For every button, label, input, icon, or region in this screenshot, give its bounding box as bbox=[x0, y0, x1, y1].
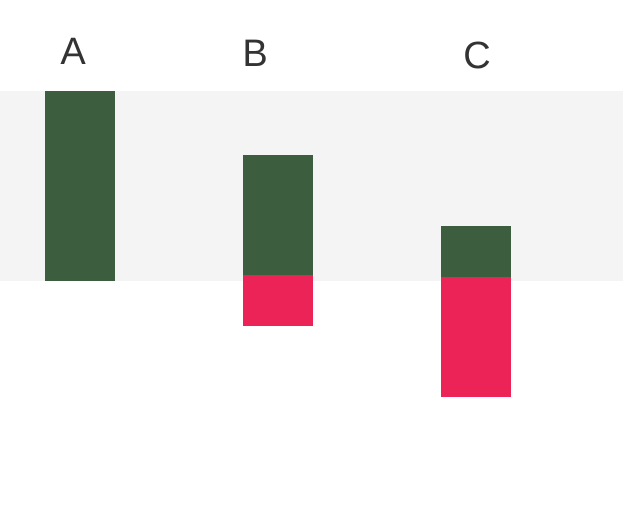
column-a-green-segment bbox=[45, 91, 115, 281]
column-label-a: A bbox=[60, 31, 86, 73]
column-b-green-segment bbox=[243, 155, 313, 275]
column-c-green-segment bbox=[441, 226, 511, 277]
column-label-c: C bbox=[463, 35, 491, 77]
column-b-red-segment bbox=[243, 275, 313, 326]
column-label-b: B bbox=[242, 33, 268, 75]
column-c-red-segment bbox=[441, 277, 511, 397]
